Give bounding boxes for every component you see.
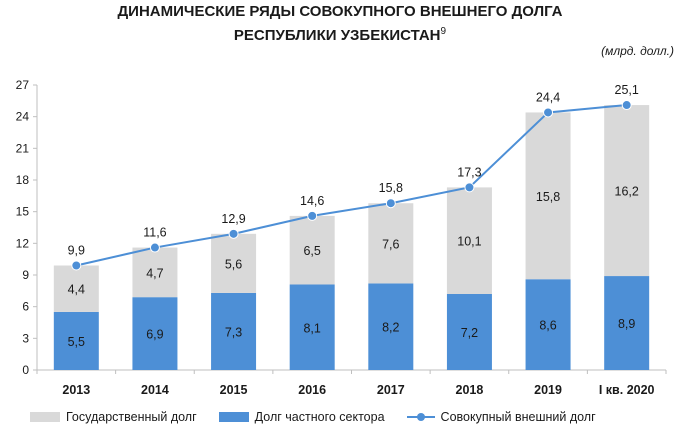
y-tick-label: 3 [22,331,29,345]
data-label-total: 9,9 [68,244,85,258]
bar-private [211,292,257,370]
point-total [464,182,475,193]
data-label-private: 5,5 [68,335,85,349]
bar-government [368,203,414,284]
legend-label-total: Совокупный внешний долг [440,410,596,424]
legend-label-private: Долг частного сектора [254,410,385,424]
bar-private [604,276,650,370]
y-tick-label: 21 [16,141,30,155]
bar-private [53,311,99,370]
y-tick-label: 6 [22,300,29,314]
y-tick-label: 12 [16,236,30,250]
chart-title-line-2: РЕСПУБЛИКИ УЗБЕКИСТАН9 [233,26,447,44]
data-label-government: 10,1 [457,235,481,249]
point-total [307,210,318,221]
point-total [71,260,82,271]
bar-government [132,247,178,298]
legend-swatch-total [406,412,435,422]
x-tick-label: 2013 [62,383,90,397]
bar-government [211,233,257,293]
y-tick-label: 27 [16,78,30,92]
data-label-private: 8,1 [303,321,320,335]
data-label-government: 7,6 [382,237,399,251]
series-line-total [76,104,627,267]
data-label-total: 14,6 [300,194,324,208]
legend-item-private: Долг частного сектора [218,410,385,424]
point-total [228,228,239,239]
data-label-government: 4,7 [146,266,163,280]
chart-title-line-1: ДИНАМИЧЕСКИЕ РЯДЫ СОВОКУПНОГО ВНЕШНЕГО Д… [117,3,563,20]
data-label-private: 8,6 [539,319,556,333]
legend-swatch-private [218,412,249,422]
data-label-private: 7,2 [461,326,478,340]
legend-swatch-government [30,412,60,422]
footnote-mark: 9 [440,26,447,37]
data-label-private: 8,9 [618,317,635,331]
bar-government [525,112,571,280]
bar-government [446,187,492,294]
point-total [621,100,632,111]
legend-item-total: Совокупный внешний долг [406,410,596,424]
point-total [543,107,554,118]
x-tick-label: I кв. 2020 [599,383,655,397]
x-tick-label: 2017 [377,383,405,397]
x-tick-label: 2019 [534,383,562,397]
legend-label-government: Государственный долг [66,410,197,424]
y-tick-label: 9 [22,268,29,282]
bar-private [132,297,178,370]
y-tick-label: 24 [16,110,30,124]
x-tick-label: 2015 [220,383,248,397]
point-total [149,242,160,253]
data-label-private: 6,9 [146,328,163,342]
data-label-total: 25,1 [615,83,639,97]
data-label-total: 17,3 [457,165,481,179]
bar-private [289,284,335,370]
y-tick-label: 15 [16,205,30,219]
y-tick-label: 18 [16,173,30,187]
data-label-total: 11,6 [143,226,166,240]
data-label-private: 8,2 [382,321,399,335]
data-label-government: 4,4 [68,283,85,297]
unit-label: (млрд. долл.) [601,44,674,58]
chart-legend: Государственный долг Долг частного секто… [30,410,618,424]
x-tick-label: 2016 [298,383,326,397]
legend-item-government: Государственный долг [30,410,197,424]
bar-government [289,215,335,285]
x-tick-label: 2018 [456,383,484,397]
bar-private [525,279,571,370]
data-label-total: 24,4 [536,90,560,104]
x-tick-label: 2014 [141,383,169,397]
point-total [385,198,396,209]
bar-private [446,294,492,370]
data-label-private: 7,3 [225,325,242,339]
data-label-government: 6,5 [303,244,320,258]
data-label-government: 16,2 [615,185,639,199]
data-label-government: 5,6 [225,257,242,271]
data-label-total: 15,8 [379,181,403,195]
data-label-total: 12,9 [221,212,245,226]
bar-private [368,283,414,370]
data-label-government: 15,8 [536,190,560,204]
bar-government [53,265,99,312]
y-tick-label: 0 [22,363,29,377]
bar-government [604,105,650,277]
